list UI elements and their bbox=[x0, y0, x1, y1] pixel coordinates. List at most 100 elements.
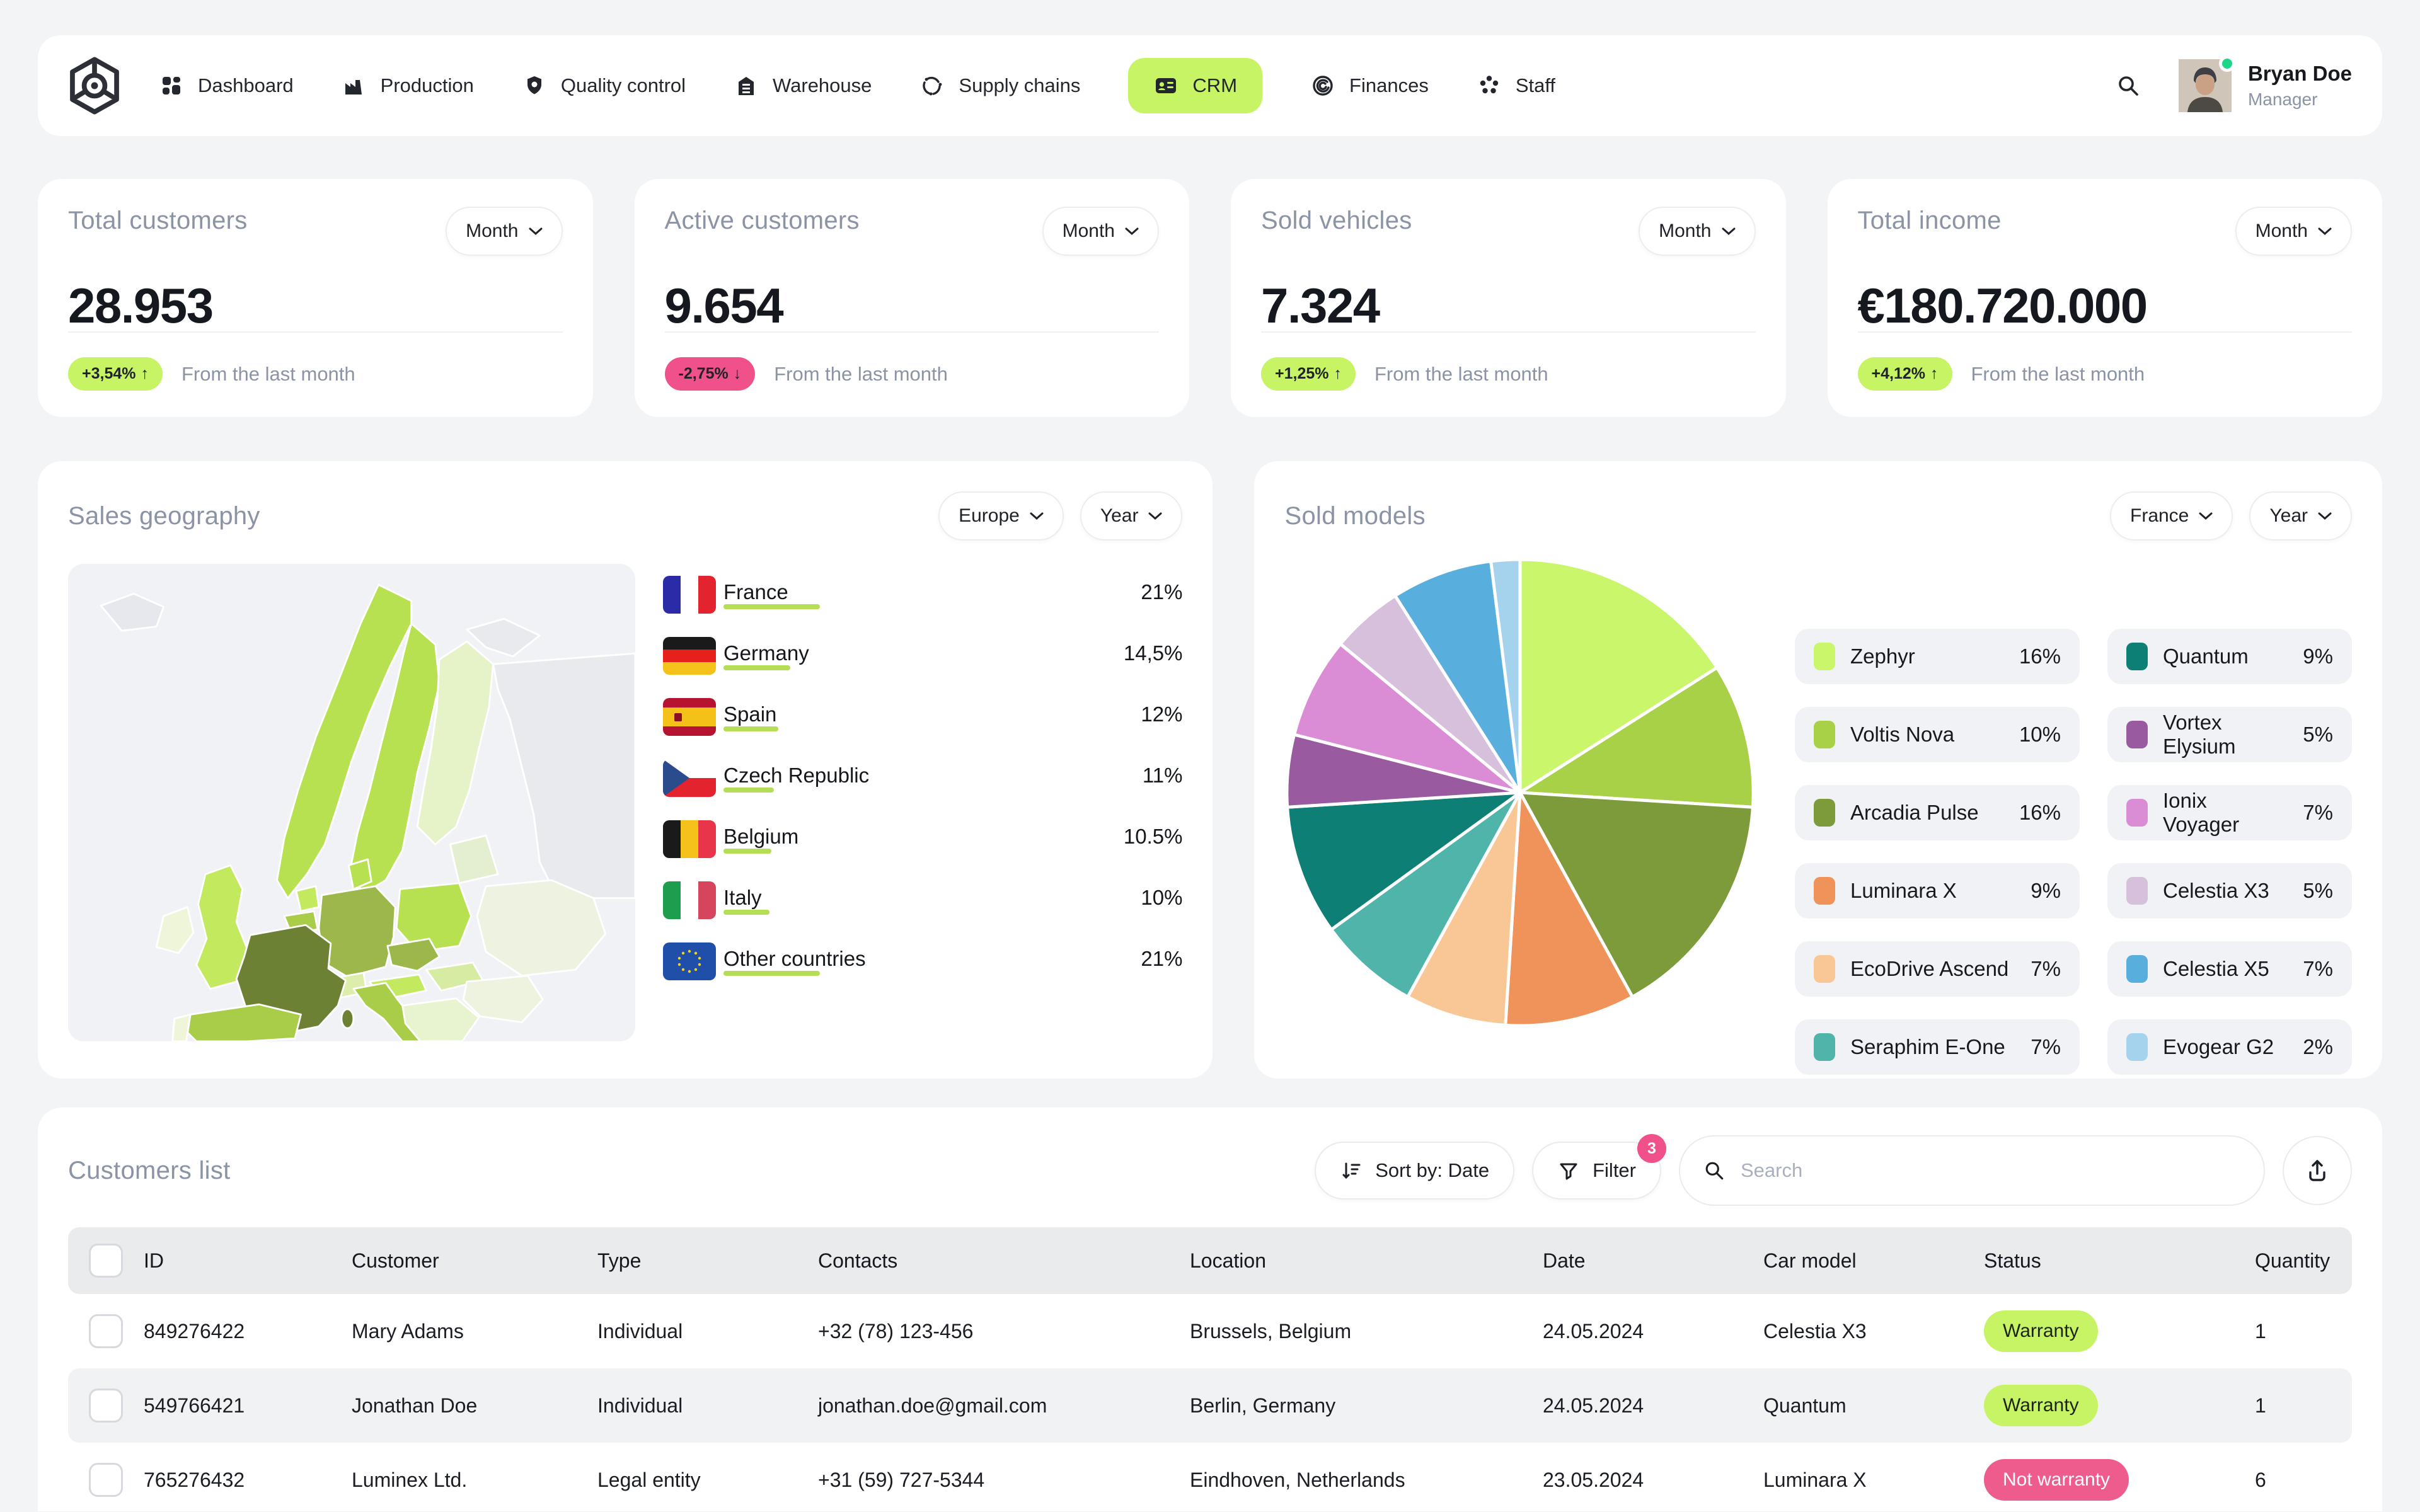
legend-swatch bbox=[1814, 643, 1835, 670]
factory-icon bbox=[342, 73, 367, 98]
cell-location: Eindhoven, Netherlands bbox=[1190, 1468, 1405, 1491]
col-header-type: Type bbox=[597, 1249, 642, 1272]
legend-swatch bbox=[2126, 877, 2148, 905]
nav-label: Dashboard bbox=[198, 74, 294, 96]
legend-item-zephyr[interactable]: Zephyr 16% bbox=[1795, 629, 2080, 684]
country-row-germany[interactable]: Germany 14,5% bbox=[663, 637, 1183, 675]
legend-item-seraphim-e-one[interactable]: Seraphim E-One 7% bbox=[1795, 1019, 2080, 1075]
supply-chain-icon bbox=[919, 73, 945, 98]
germany-flag-icon bbox=[663, 637, 716, 675]
period-dropdown[interactable]: Month bbox=[1639, 207, 1756, 256]
row-checkbox[interactable] bbox=[89, 1389, 123, 1423]
select-all-checkbox[interactable] bbox=[89, 1244, 123, 1278]
search-field[interactable] bbox=[1679, 1135, 2265, 1206]
period-dropdown[interactable]: Month bbox=[2235, 207, 2352, 256]
nav-item-supply-chains[interactable]: Supply chains bbox=[919, 73, 1080, 98]
country-row-spain[interactable]: Spain 12% bbox=[663, 698, 1183, 736]
legend-item-arcadia-pulse[interactable]: Arcadia Pulse 16% bbox=[1795, 785, 2080, 840]
pie-slice-ecodrive-ascend[interactable] bbox=[1406, 791, 1522, 1027]
user-role: Manager bbox=[2247, 89, 2318, 109]
nav-label: Quality control bbox=[560, 74, 686, 96]
stat-card-total-income: Total income Month €180.720.000 +4,12% ↑ … bbox=[1827, 179, 2382, 417]
row-checkbox[interactable] bbox=[89, 1463, 123, 1497]
nav-item-production[interactable]: Production bbox=[342, 73, 474, 98]
country-row-other[interactable]: Other countries 21% bbox=[663, 942, 1183, 980]
shield-icon bbox=[522, 73, 547, 98]
col-header-car-model: Car model bbox=[1763, 1249, 1857, 1272]
region-dropdown[interactable]: Europe bbox=[938, 491, 1064, 541]
chevron-down-icon bbox=[1722, 227, 1736, 235]
sold-models-pie-chart[interactable] bbox=[1282, 554, 1758, 1031]
cell-customer: Luminex Ltd. bbox=[352, 1468, 468, 1491]
pie-slice-seraphim-e-one[interactable] bbox=[1330, 791, 1522, 999]
country-pct: 21% bbox=[1141, 947, 1183, 970]
country-row-czech-republic[interactable]: Czech Republic 11% bbox=[663, 759, 1183, 797]
progress-fill bbox=[723, 849, 772, 854]
progress-fill bbox=[723, 788, 775, 793]
country-row-belgium[interactable]: Belgium 10.5% bbox=[663, 820, 1183, 858]
nav-item-crm[interactable]: CRM bbox=[1128, 58, 1263, 113]
user-name: Bryan Doe bbox=[2247, 62, 2352, 85]
nav-item-staff[interactable]: Staff bbox=[1477, 73, 1555, 98]
user-profile[interactable]: Bryan Doe Manager bbox=[2178, 55, 2352, 112]
nav-item-quality-control[interactable]: Quality control bbox=[522, 73, 686, 98]
region-dropdown[interactable]: France bbox=[2110, 491, 2233, 541]
map-corsica bbox=[340, 1008, 355, 1029]
delta-badge: +1,25% ↑ bbox=[1261, 357, 1356, 391]
legend-item-luminara-x[interactable]: Luminara X 9% bbox=[1795, 863, 2080, 919]
app-logo-icon[interactable] bbox=[68, 57, 121, 115]
period-dropdown[interactable]: Year bbox=[1080, 491, 1183, 541]
legend-item-vortex-elysium[interactable]: Vortex Elysium 5% bbox=[2107, 707, 2352, 762]
top-navigation-bar: Dashboard Production Quality control bbox=[38, 35, 2382, 136]
legend-item-celestia-x3[interactable]: Celestia X3 5% bbox=[2107, 863, 2352, 919]
nav-label: CRM bbox=[1192, 74, 1238, 96]
sort-button[interactable]: Sort by: Date bbox=[1315, 1142, 1515, 1200]
pie-slice-voltis-nova[interactable] bbox=[1518, 666, 1755, 809]
search-button[interactable] bbox=[2108, 66, 2148, 106]
legend-swatch bbox=[2126, 1033, 2148, 1061]
period-dropdown[interactable]: Month bbox=[446, 207, 563, 256]
legend-item-celestia-x5[interactable]: Celestia X5 7% bbox=[2107, 941, 2352, 997]
nav-item-finances[interactable]: Finances bbox=[1310, 73, 1429, 98]
country-row-france[interactable]: France 21% bbox=[663, 576, 1183, 614]
period-dropdown[interactable]: Year bbox=[2249, 491, 2352, 541]
progress-track bbox=[723, 971, 1183, 976]
legend-item-evogear-g2[interactable]: Evogear G2 2% bbox=[2107, 1019, 2352, 1075]
legend-item-voltis-nova[interactable]: Voltis Nova 10% bbox=[1795, 707, 2080, 762]
legend-item-quantum[interactable]: Quantum 9% bbox=[2107, 629, 2352, 684]
map-region-east bbox=[492, 652, 635, 899]
stat-note: From the last month bbox=[182, 362, 355, 385]
topbar-right: Bryan Doe Manager bbox=[2108, 55, 2352, 112]
export-button[interactable] bbox=[2283, 1136, 2352, 1205]
legend-item-ecodrive-ascend[interactable]: EcoDrive Ascend 7% bbox=[1795, 941, 2080, 997]
pie-slice-zephyr[interactable] bbox=[1518, 558, 1719, 794]
cell-date: 24.05.2024 bbox=[1543, 1394, 1644, 1417]
row-checkbox[interactable] bbox=[89, 1314, 123, 1348]
col-header-id: ID bbox=[144, 1249, 164, 1272]
country-row-italy[interactable]: Italy 10% bbox=[663, 881, 1183, 919]
country-pct: 14,5% bbox=[1123, 641, 1183, 665]
pie-slice-evogear-g2[interactable] bbox=[1489, 558, 1522, 794]
legend-item-ionix-voyager[interactable]: Ionix Voyager 7% bbox=[2107, 785, 2352, 840]
europe-choropleth-map[interactable] bbox=[68, 557, 635, 1048]
table-row[interactable]: 765276432 Luminex Ltd. Legal entity +31 … bbox=[68, 1443, 2352, 1511]
search-input[interactable] bbox=[1741, 1159, 2242, 1182]
table-row[interactable]: 549766421 Jonathan Doe Individual jonath… bbox=[68, 1368, 2352, 1443]
avatar bbox=[2178, 59, 2232, 112]
filter-button[interactable]: Filter 3 bbox=[1532, 1134, 1666, 1200]
cell-type: Individual bbox=[597, 1319, 683, 1343]
period-dropdown[interactable]: Month bbox=[1042, 207, 1159, 256]
cell-location: Brussels, Belgium bbox=[1190, 1319, 1352, 1343]
pie-slice-luminara-x[interactable] bbox=[1504, 791, 1635, 1028]
table-header-row: ID Customer Type Contacts Location Date … bbox=[68, 1227, 2352, 1294]
nav-label: Warehouse bbox=[773, 74, 872, 96]
nav-item-warehouse[interactable]: Warehouse bbox=[734, 73, 872, 98]
pie-slice-arcadia-pulse[interactable] bbox=[1518, 791, 1755, 999]
nav-item-dashboard[interactable]: Dashboard bbox=[159, 73, 294, 98]
table-row[interactable]: 849276422 Mary Adams Individual +32 (78)… bbox=[68, 1294, 2352, 1368]
pie-slice-quantum[interactable] bbox=[1286, 791, 1522, 932]
pie-slice-ionix-voyager[interactable] bbox=[1293, 642, 1522, 794]
nav-label: Staff bbox=[1515, 74, 1556, 96]
pie-slice-celestia-x5[interactable] bbox=[1393, 559, 1522, 794]
filter-funnel-icon bbox=[1557, 1159, 1580, 1182]
